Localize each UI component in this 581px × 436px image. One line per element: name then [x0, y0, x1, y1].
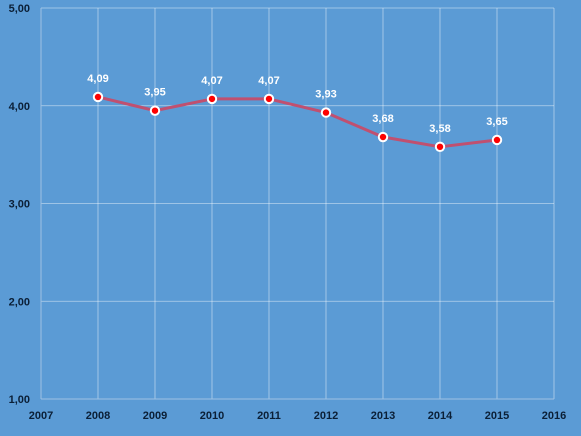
y-tick-label: 4,00 — [9, 101, 30, 113]
axes: 1,00 2,00 3,00 4,00 5,00 2007 2008 2009 2010 2011… — [9, 3, 567, 422]
data-point — [206, 93, 218, 105]
data-point — [491, 134, 503, 146]
data-label: 4,09 — [87, 73, 108, 85]
data-label: 4,07 — [258, 75, 279, 87]
data-labels: 4,09 3,95 4,07 4,07 3,93 3,68 3,58 3,65 — [87, 73, 507, 135]
y-tick-label: 5,00 — [9, 3, 30, 15]
data-point — [263, 93, 275, 105]
gridlines — [41, 7, 555, 399]
x-tick-label: 2013 — [371, 410, 395, 422]
data-point — [92, 91, 104, 103]
x-tick-label: 2008 — [86, 410, 110, 422]
x-tick-label: 2014 — [428, 410, 453, 422]
y-tick-label: 1,00 — [9, 394, 30, 406]
data-label: 3,65 — [486, 116, 507, 128]
x-tick-label: 2015 — [485, 410, 509, 422]
data-point — [434, 141, 446, 153]
y-tick-label: 3,00 — [9, 199, 30, 211]
x-tick-label: 2009 — [143, 410, 167, 422]
x-tick-label: 2011 — [257, 410, 281, 422]
x-tick-label: 2012 — [314, 410, 338, 422]
series-line — [96, 95, 499, 149]
data-label: 3,95 — [144, 87, 165, 99]
y-tick-label: 2,00 — [9, 296, 30, 308]
series-layer — [92, 91, 503, 153]
x-tick-label: 2016 — [542, 410, 566, 422]
x-tick-label: 2010 — [200, 410, 224, 422]
data-point — [320, 107, 332, 118]
data-label: 3,68 — [372, 113, 393, 125]
data-label: 3,93 — [315, 89, 336, 101]
data-label: 3,58 — [429, 123, 450, 135]
data-point — [149, 105, 161, 116]
data-label: 4,07 — [201, 75, 222, 87]
x-tick-label: 2007 — [29, 410, 53, 422]
data-point — [377, 131, 389, 143]
